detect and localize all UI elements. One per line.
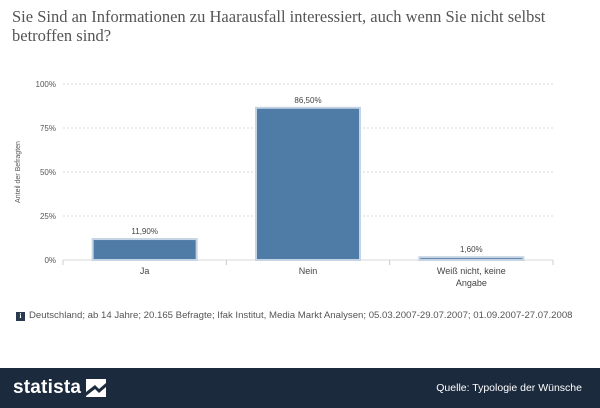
y-tick-label: 75% bbox=[40, 124, 56, 133]
y-tick-label: 50% bbox=[40, 168, 56, 177]
bar-value-label: 1,60% bbox=[460, 245, 483, 254]
statista-logo-icon bbox=[86, 379, 107, 397]
statista-logo[interactable]: statista bbox=[13, 377, 107, 399]
note-text: Deutschland; ab 14 Jahre; 20.165 Befragt… bbox=[29, 310, 573, 321]
x-category-label: Ja bbox=[140, 266, 150, 276]
x-category-label: Angabe bbox=[456, 278, 487, 288]
survey-note: i Deutschland; ab 14 Jahre; 20.165 Befrag… bbox=[16, 310, 591, 321]
y-tick-label: 0% bbox=[44, 256, 56, 265]
y-tick-label: 25% bbox=[40, 212, 56, 221]
logo-text: statista bbox=[13, 377, 82, 398]
bar bbox=[418, 256, 525, 261]
bar-value-label: 86,50% bbox=[294, 96, 321, 105]
x-category-label: Weiß nicht, keine bbox=[437, 266, 506, 276]
bar-chart: 0% 25% 50% 75% 100% Anteil der Befragten 11,90… bbox=[15, 80, 554, 288]
y-axis-title: Anteil der Befragten bbox=[15, 141, 22, 203]
chart-card: Sie Sind an Informationen zu Haarausfall… bbox=[0, 0, 600, 368]
bar-value-label: 11,90% bbox=[131, 227, 158, 236]
bar bbox=[91, 238, 198, 261]
info-icon[interactable]: i bbox=[16, 312, 25, 321]
source-credit: Quelle: Typologie der Wünsche bbox=[436, 382, 582, 394]
bar bbox=[255, 106, 361, 262]
chart-title: Sie Sind an Informationen zu Haarausfall… bbox=[12, 7, 546, 45]
footer-bar: statista Quelle: Typologie der Wünsche bbox=[0, 368, 600, 408]
y-tick-label: 100% bbox=[36, 80, 56, 89]
x-category-label: Nein bbox=[299, 266, 318, 276]
